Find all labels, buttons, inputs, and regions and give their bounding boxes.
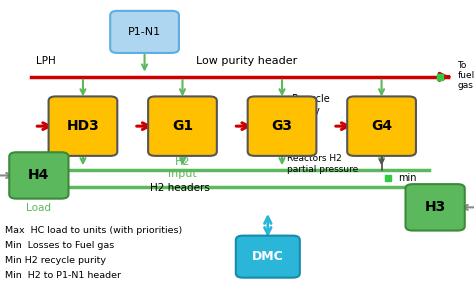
Text: Reactors H2
partial pressure: Reactors H2 partial pressure	[287, 154, 358, 174]
Text: min: min	[398, 173, 417, 183]
Text: DMC: DMC	[252, 250, 283, 263]
Text: H3: H3	[425, 200, 446, 214]
Text: Min  H2 to P1-N1 header: Min H2 to P1-N1 header	[5, 271, 121, 280]
FancyBboxPatch shape	[110, 11, 179, 53]
Text: Low purity header: Low purity header	[196, 56, 297, 66]
Text: G4: G4	[371, 119, 392, 133]
Text: Max  HC load to units (with priorities): Max HC load to units (with priorities)	[5, 226, 182, 235]
FancyBboxPatch shape	[148, 97, 217, 156]
Text: Min H2 recycle purity: Min H2 recycle purity	[5, 256, 106, 265]
Text: HD3: HD3	[66, 119, 100, 133]
Text: P1-N1: P1-N1	[128, 27, 161, 37]
FancyBboxPatch shape	[405, 184, 465, 231]
Text: H2
input: H2 input	[168, 157, 197, 179]
Text: G3: G3	[272, 119, 292, 133]
Text: G1: G1	[172, 119, 193, 133]
Text: To
fuel
gas: To fuel gas	[457, 61, 474, 90]
Text: Recycle
purity: Recycle purity	[292, 94, 329, 116]
FancyBboxPatch shape	[247, 97, 316, 156]
Text: Min  Losses to Fuel gas: Min Losses to Fuel gas	[5, 241, 114, 250]
FancyBboxPatch shape	[9, 152, 69, 199]
Text: Load: Load	[33, 163, 58, 173]
Text: H2 headers: H2 headers	[150, 183, 210, 193]
Text: Load: Load	[27, 203, 51, 213]
Text: H4: H4	[28, 168, 50, 182]
FancyBboxPatch shape	[347, 97, 416, 156]
FancyBboxPatch shape	[236, 235, 300, 278]
FancyBboxPatch shape	[48, 97, 117, 156]
Text: LPH: LPH	[36, 56, 55, 66]
